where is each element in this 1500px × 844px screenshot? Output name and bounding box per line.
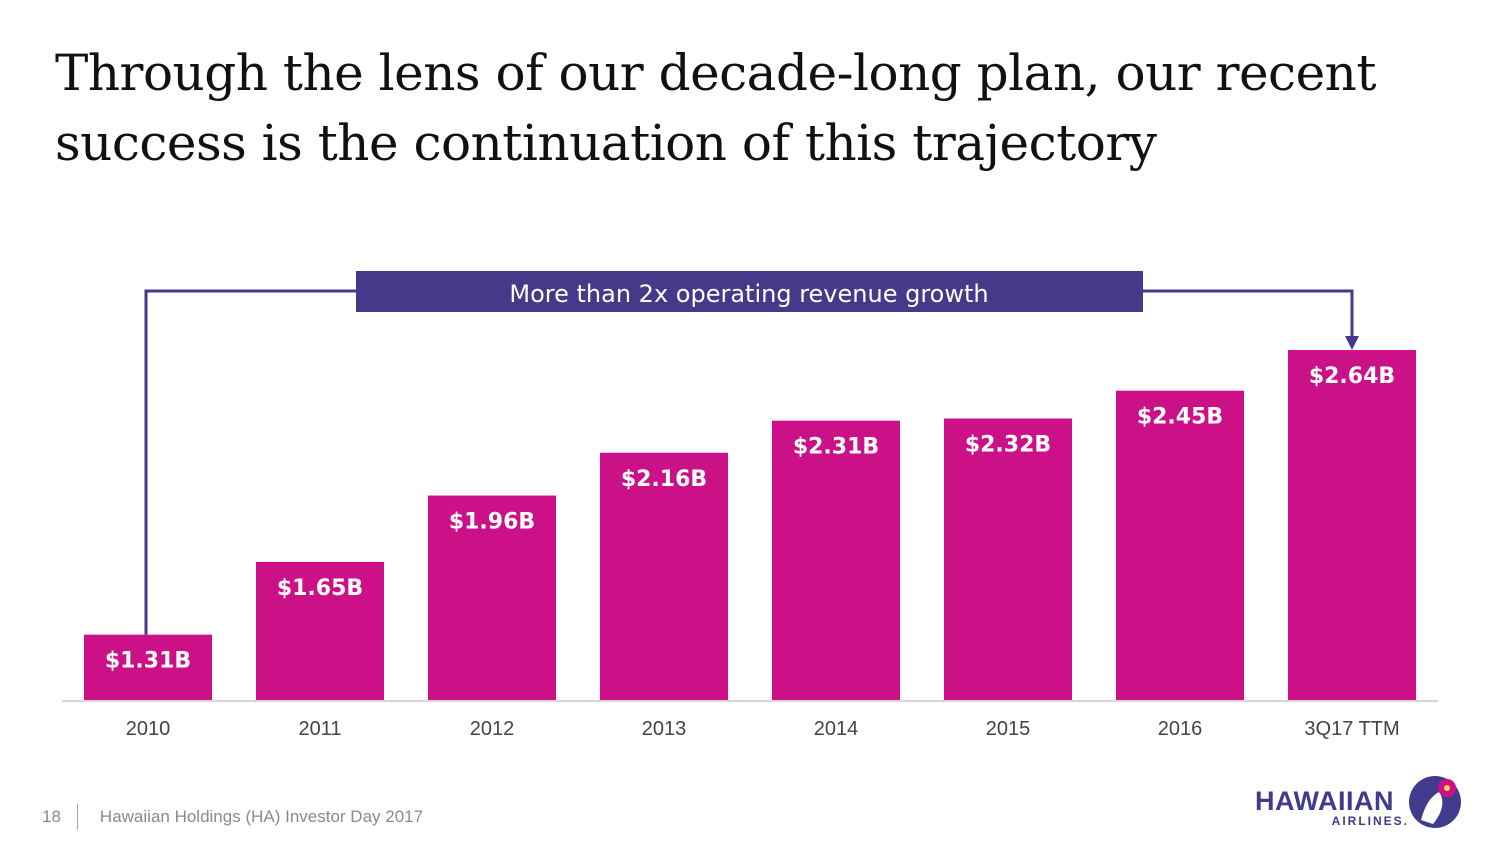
footer-text: Hawaiian Holdings (HA) Investor Day 2017 [99,807,424,826]
bar-2013 [600,452,728,700]
slide-title: Through the lens of our decade-long plan… [55,38,1455,178]
data-label: $2.31B [793,435,879,460]
logo-wordmark: HAWAIIAN [1255,786,1394,816]
page-number: 18 [42,807,61,826]
data-label: $1.96B [449,510,535,535]
bar-2015 [944,418,1072,700]
x-tick-label: 2014 [814,718,859,740]
data-labels: $1.31B $1.65B $1.96B $2.16B $2.31B $2.32B $2.4… [105,364,1395,674]
x-tick-label: 3Q17 TTM [1304,718,1399,740]
x-tick-label: 2011 [298,718,341,740]
bar-2014 [772,420,900,700]
growth-callout: More than 2x operating revenue growth [356,271,1143,312]
footer-divider [76,804,78,830]
data-label: $1.65B [277,576,363,601]
data-label: $2.64B [1309,364,1395,389]
hawaiian-airlines-logo: HAWAIIAN AIRLINES. [1255,770,1465,832]
data-label: $1.31B [105,649,191,674]
connector-arrowhead [1345,336,1359,351]
callout-text: More than 2x operating revenue growth [509,280,988,308]
logo-subtext: AIRLINES. [1331,814,1409,828]
data-label: $2.32B [965,433,1051,458]
bar-series [84,350,1416,700]
bar-3q17-ttm [1288,350,1416,700]
x-tick-label: 2016 [1158,718,1203,740]
x-tick-label: 2015 [986,718,1031,740]
x-tick-label: 2010 [126,718,171,740]
slide-title-line-1: Through the lens of our decade-long plan… [55,44,1376,102]
x-tick-label: 2013 [642,718,687,740]
pualani-logo-icon [1409,776,1461,828]
data-label: $2.45B [1137,405,1223,430]
bar-2011 [256,561,384,700]
slide-title-line-2: success is the continuation of this traj… [55,114,1157,172]
bar-2016 [1116,390,1244,700]
footer: 18 Hawaiian Holdings (HA) Investor Day 2… [42,804,423,830]
bar-2010 [84,634,212,700]
x-tick-label: 2012 [470,718,515,740]
x-axis-tick-labels: 2010 2011 2012 2013 2014 2015 2016 3Q17 TTM [126,718,1400,740]
bar-2012 [428,495,556,700]
data-label: $2.16B [621,467,707,492]
callout-box [356,271,1143,312]
